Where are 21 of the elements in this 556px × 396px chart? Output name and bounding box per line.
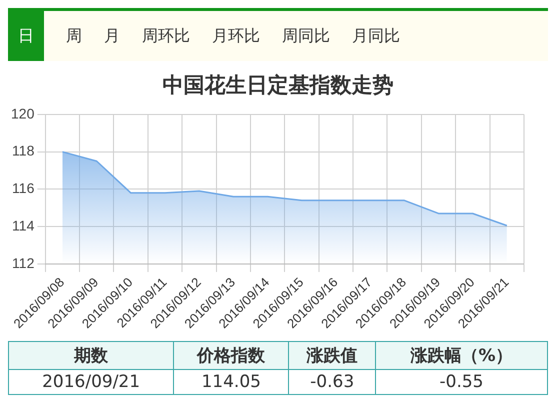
y-tick-label: 120 [11, 105, 35, 122]
text: 周环比 [141, 25, 190, 47]
text: -0.55 [376, 370, 548, 394]
y-tick-label: 114 [12, 217, 35, 234]
text: 涨跌幅（%） [376, 342, 548, 370]
text: 期数 [8, 342, 174, 370]
y-tick-label: 112 [12, 254, 35, 271]
text: 日 [8, 11, 44, 61]
text: -0.63 [288, 370, 376, 394]
text: 2016/09/21 [8, 370, 174, 394]
y-tick-label: 116 [12, 180, 35, 196]
chart-title: 中国花生日定基指数走势 [162, 72, 394, 99]
text: 周同比 [281, 25, 330, 47]
text: 月 [103, 25, 120, 47]
text: 涨跌值 [288, 342, 376, 370]
y-tick-label: 118 [12, 142, 35, 159]
text: 月同比 [351, 25, 400, 47]
text: 月环比 [211, 25, 260, 47]
text: 114.05 [174, 370, 289, 394]
text: 周 [65, 25, 82, 47]
text: 价格指数 [174, 342, 289, 370]
